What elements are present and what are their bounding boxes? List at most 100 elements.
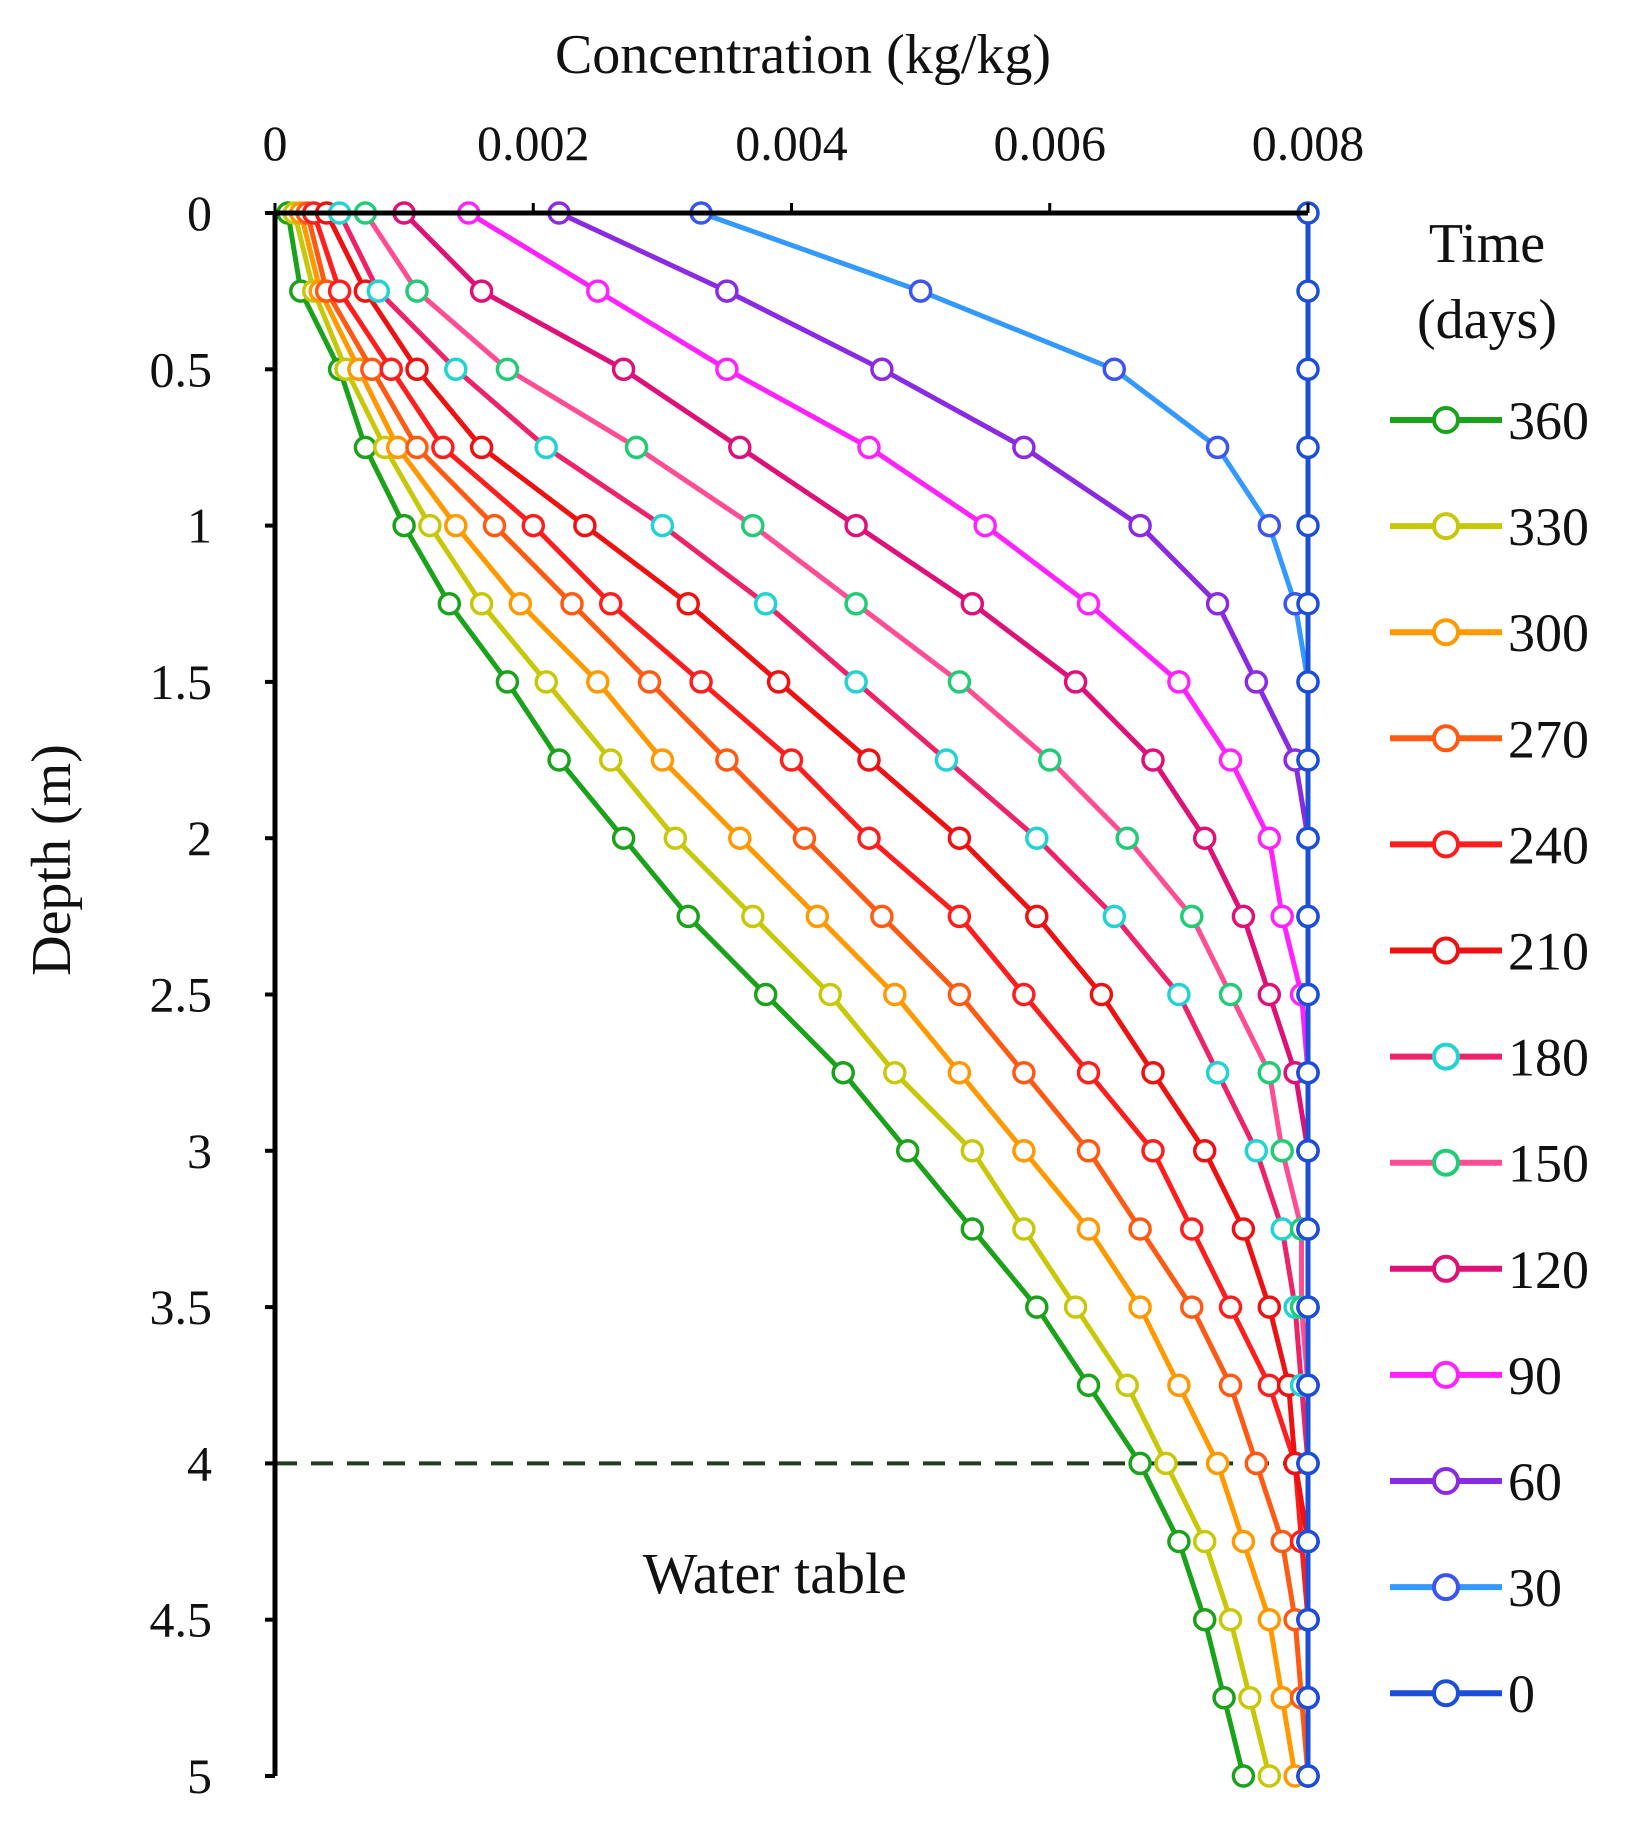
data-point-360-18 bbox=[1192, 1607, 1217, 1632]
data-point-270-2 bbox=[360, 357, 384, 382]
x-axis-title: Concentration (kg/kg) bbox=[555, 24, 1051, 86]
data-point-240-3 bbox=[431, 435, 455, 460]
data-point-240-6 bbox=[689, 670, 713, 694]
data-point-300-7 bbox=[650, 748, 675, 772]
data-point-270-7 bbox=[715, 748, 739, 772]
data-point-180-2 bbox=[444, 357, 468, 382]
data-point-240-7 bbox=[779, 748, 804, 772]
data-point-120-6 bbox=[1063, 670, 1088, 694]
data-point-0-13 bbox=[1296, 1217, 1320, 1241]
y-tick-label-4: 2 bbox=[187, 810, 212, 866]
data-point-300-6 bbox=[586, 670, 610, 694]
data-point-270-6 bbox=[637, 670, 662, 694]
data-point-240-8 bbox=[857, 826, 881, 850]
data-point-180-5 bbox=[753, 592, 778, 616]
legend-marker-360 bbox=[1432, 406, 1460, 434]
data-point-330-10 bbox=[818, 982, 842, 1007]
data-point-330-4 bbox=[418, 513, 442, 538]
data-point-360-16 bbox=[1128, 1451, 1152, 1476]
data-point-0-11 bbox=[1296, 1060, 1320, 1085]
data-point-180-13 bbox=[1270, 1217, 1294, 1241]
data-point-0-12 bbox=[1296, 1139, 1320, 1163]
legend-label-0: 0 bbox=[1508, 1664, 1535, 1724]
data-point-270-8 bbox=[792, 826, 817, 850]
data-point-180-6 bbox=[844, 670, 868, 694]
data-point-150-3 bbox=[624, 435, 649, 460]
data-point-120-4 bbox=[844, 513, 868, 538]
data-point-0-14 bbox=[1296, 1295, 1320, 1319]
data-point-300-18 bbox=[1257, 1607, 1282, 1632]
data-point-150-9 bbox=[1180, 904, 1204, 929]
data-point-270-3 bbox=[405, 435, 429, 460]
legend-label-120: 120 bbox=[1508, 1240, 1589, 1300]
x-tick-label-3: 0.006 bbox=[994, 115, 1107, 171]
data-point-300-17 bbox=[1231, 1529, 1256, 1554]
data-point-300-3 bbox=[385, 435, 410, 460]
data-point-300-15 bbox=[1167, 1373, 1191, 1398]
legend-label-210: 210 bbox=[1508, 922, 1589, 982]
data-point-60-4 bbox=[1128, 513, 1152, 538]
data-point-300-9 bbox=[805, 904, 830, 929]
data-point-240-10 bbox=[1012, 982, 1036, 1007]
y-tick-label-3: 1.5 bbox=[150, 654, 213, 710]
data-point-360-19 bbox=[1212, 1686, 1236, 1710]
data-point-150-6 bbox=[947, 670, 972, 694]
data-point-360-7 bbox=[547, 748, 571, 772]
data-point-120-7 bbox=[1141, 748, 1165, 772]
series-group bbox=[276, 201, 1320, 1788]
data-point-240-5 bbox=[598, 592, 623, 616]
data-point-270-5 bbox=[560, 592, 584, 616]
data-point-150-8 bbox=[1115, 826, 1139, 850]
data-point-120-10 bbox=[1257, 982, 1282, 1007]
data-point-330-19 bbox=[1238, 1686, 1262, 1710]
data-point-90-7 bbox=[1218, 748, 1243, 772]
data-point-240-9 bbox=[947, 904, 972, 929]
data-point-180-9 bbox=[1102, 904, 1127, 929]
data-point-210-3 bbox=[469, 435, 494, 460]
data-point-180-10 bbox=[1167, 982, 1191, 1007]
data-point-120-2 bbox=[611, 357, 636, 382]
data-point-300-5 bbox=[508, 592, 533, 616]
data-point-330-13 bbox=[1012, 1217, 1036, 1241]
legend-item-300: 300 bbox=[1390, 603, 1589, 663]
legend-marker-150 bbox=[1432, 1148, 1460, 1177]
data-point-330-6 bbox=[534, 670, 558, 694]
data-point-30-4 bbox=[1257, 513, 1282, 538]
data-point-240-13 bbox=[1180, 1217, 1204, 1241]
data-point-0-7 bbox=[1296, 748, 1320, 772]
axes: 0 0.002 0.004 0.006 0.008 0 0.5 1 1.5 2 2.5 3 3.5 4 4.… bbox=[150, 115, 1365, 1804]
data-point-270-16 bbox=[1244, 1451, 1269, 1476]
data-point-90-9 bbox=[1270, 904, 1294, 929]
legend-label-330: 330 bbox=[1508, 497, 1589, 557]
x-tick-label-4: 0.008 bbox=[1252, 115, 1365, 171]
data-point-210-13 bbox=[1231, 1217, 1256, 1241]
data-point-120-8 bbox=[1192, 826, 1217, 850]
y-axis-title: Depth (m) bbox=[21, 744, 83, 976]
legend-item-150: 150 bbox=[1390, 1134, 1589, 1194]
legend: Time (days) 3603303002702402101801501209… bbox=[1390, 213, 1589, 1724]
data-point-210-6 bbox=[766, 670, 791, 694]
data-point-0-3 bbox=[1296, 435, 1320, 460]
data-point-270-4 bbox=[482, 513, 507, 538]
data-point-150-1 bbox=[405, 279, 429, 303]
data-point-360-15 bbox=[1076, 1373, 1101, 1398]
data-point-300-19 bbox=[1270, 1686, 1294, 1710]
data-point-90-8 bbox=[1257, 826, 1282, 850]
data-point-30-1 bbox=[908, 279, 933, 303]
data-point-330-7 bbox=[598, 748, 623, 772]
data-point-210-8 bbox=[947, 826, 972, 850]
data-point-330-17 bbox=[1192, 1529, 1217, 1554]
data-point-270-10 bbox=[947, 982, 972, 1007]
data-point-240-14 bbox=[1218, 1295, 1243, 1319]
data-point-60-6 bbox=[1244, 670, 1269, 694]
legend-item-330: 330 bbox=[1390, 497, 1589, 557]
data-point-210-10 bbox=[1089, 982, 1114, 1007]
data-point-330-20 bbox=[1257, 1764, 1282, 1788]
data-point-150-5 bbox=[844, 592, 868, 616]
plot-area: Water table bbox=[275, 1461, 1296, 1606]
data-point-150-12 bbox=[1270, 1139, 1294, 1163]
legend-item-240: 240 bbox=[1390, 815, 1589, 875]
data-point-360-9 bbox=[676, 904, 700, 929]
legend-label-300: 300 bbox=[1508, 603, 1589, 663]
x-tick-label-2: 0.004 bbox=[735, 115, 848, 171]
